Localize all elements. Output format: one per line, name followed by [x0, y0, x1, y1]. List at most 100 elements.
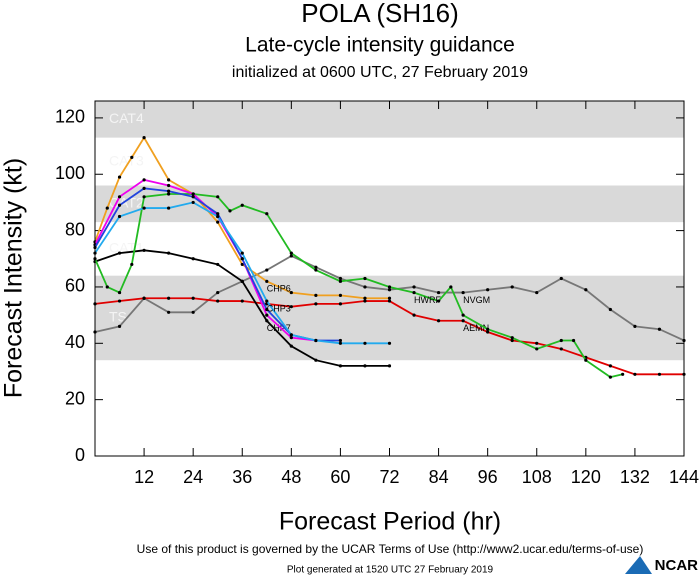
y-tick-label: 20: [65, 388, 85, 408]
logo-mark: [625, 556, 652, 574]
x-tick-label: 120: [571, 467, 601, 487]
series-label: CHP3: [267, 303, 291, 313]
data-point: [167, 206, 171, 210]
data-point: [338, 279, 343, 283]
data-point: [363, 341, 367, 345]
data-point: [657, 327, 662, 331]
data-point: [621, 372, 625, 376]
data-point: [387, 288, 392, 292]
data-point: [584, 358, 588, 362]
data-point: [289, 344, 293, 348]
data-point: [191, 195, 195, 199]
data-point: [130, 262, 134, 267]
data-point: [240, 299, 244, 303]
data-point: [387, 296, 392, 300]
data-point: [167, 192, 171, 196]
x-tick-label: 36: [232, 467, 252, 487]
data-point: [412, 285, 416, 289]
data-point: [191, 192, 195, 196]
data-point: [510, 338, 514, 343]
data-point: [216, 220, 220, 224]
data-point: [167, 178, 171, 182]
data-point: [486, 288, 490, 292]
data-point: [363, 276, 367, 281]
data-point: [240, 203, 244, 207]
data-point: [117, 324, 122, 328]
data-point: [216, 195, 220, 199]
series-label: AEMN: [463, 323, 489, 333]
data-point: [436, 290, 441, 295]
data-point: [338, 341, 343, 345]
data-point: [289, 333, 293, 337]
data-point: [142, 296, 146, 300]
data-point: [338, 338, 343, 343]
data-point: [216, 212, 220, 216]
data-point: [105, 285, 109, 289]
data-point: [216, 214, 220, 219]
x-tick-label: 60: [330, 467, 350, 487]
data-point: [535, 347, 539, 351]
data-point: [314, 302, 318, 306]
data-point: [559, 347, 563, 351]
data-point: [314, 338, 318, 343]
series-label: CHP6: [267, 284, 291, 294]
x-tick-label: 132: [620, 467, 650, 487]
data-point: [486, 327, 490, 331]
data-point: [265, 319, 269, 323]
data-point: [412, 290, 416, 295]
data-point: [314, 268, 318, 272]
data-point: [265, 279, 269, 283]
data-point: [191, 257, 195, 261]
data-point: [117, 175, 122, 179]
data-point: [363, 299, 367, 303]
series-label: CHP7: [267, 323, 291, 333]
data-point: [240, 257, 244, 261]
x-tick-label: 12: [134, 467, 154, 487]
data-point: [363, 364, 367, 368]
chart-title: POLA (SH16): [301, 0, 459, 28]
data-point: [117, 290, 122, 295]
data-point: [265, 212, 269, 216]
data-point: [142, 186, 146, 190]
data-point: [559, 276, 563, 281]
data-point: [289, 336, 293, 340]
data-point: [265, 268, 269, 272]
data-point: [461, 313, 465, 317]
x-tick-label: 72: [379, 467, 399, 487]
data-point: [363, 296, 367, 300]
data-point: [449, 285, 453, 289]
data-point: [240, 251, 244, 255]
y-tick-label: 40: [65, 332, 85, 352]
data-point: [216, 290, 220, 295]
data-point: [338, 364, 343, 368]
data-point: [436, 319, 441, 323]
data-point: [338, 276, 343, 281]
data-point: [559, 338, 563, 343]
data-point: [289, 305, 293, 309]
data-point: [167, 251, 171, 255]
data-point: [216, 262, 220, 267]
data-point: [191, 200, 195, 205]
data-point: [191, 296, 195, 300]
data-point: [461, 319, 465, 323]
data-point: [633, 372, 637, 376]
y-tick-label: 0: [75, 445, 85, 465]
data-point: [412, 313, 416, 317]
data-point: [387, 341, 392, 345]
series-line: [94, 193, 623, 379]
band-label: TS: [109, 309, 127, 325]
x-tick-label: 48: [281, 467, 301, 487]
data-point: [265, 307, 269, 312]
data-point: [265, 299, 269, 303]
data-point: [142, 178, 146, 182]
data-point: [117, 203, 122, 207]
data-point: [608, 364, 612, 368]
terms-note: Use of this product is governed by the U…: [137, 542, 644, 556]
data-point: [314, 293, 318, 298]
y-tick-label: 120: [55, 107, 85, 127]
data-point: [535, 290, 539, 295]
data-point: [130, 155, 134, 159]
logo: NCAR: [655, 557, 698, 574]
